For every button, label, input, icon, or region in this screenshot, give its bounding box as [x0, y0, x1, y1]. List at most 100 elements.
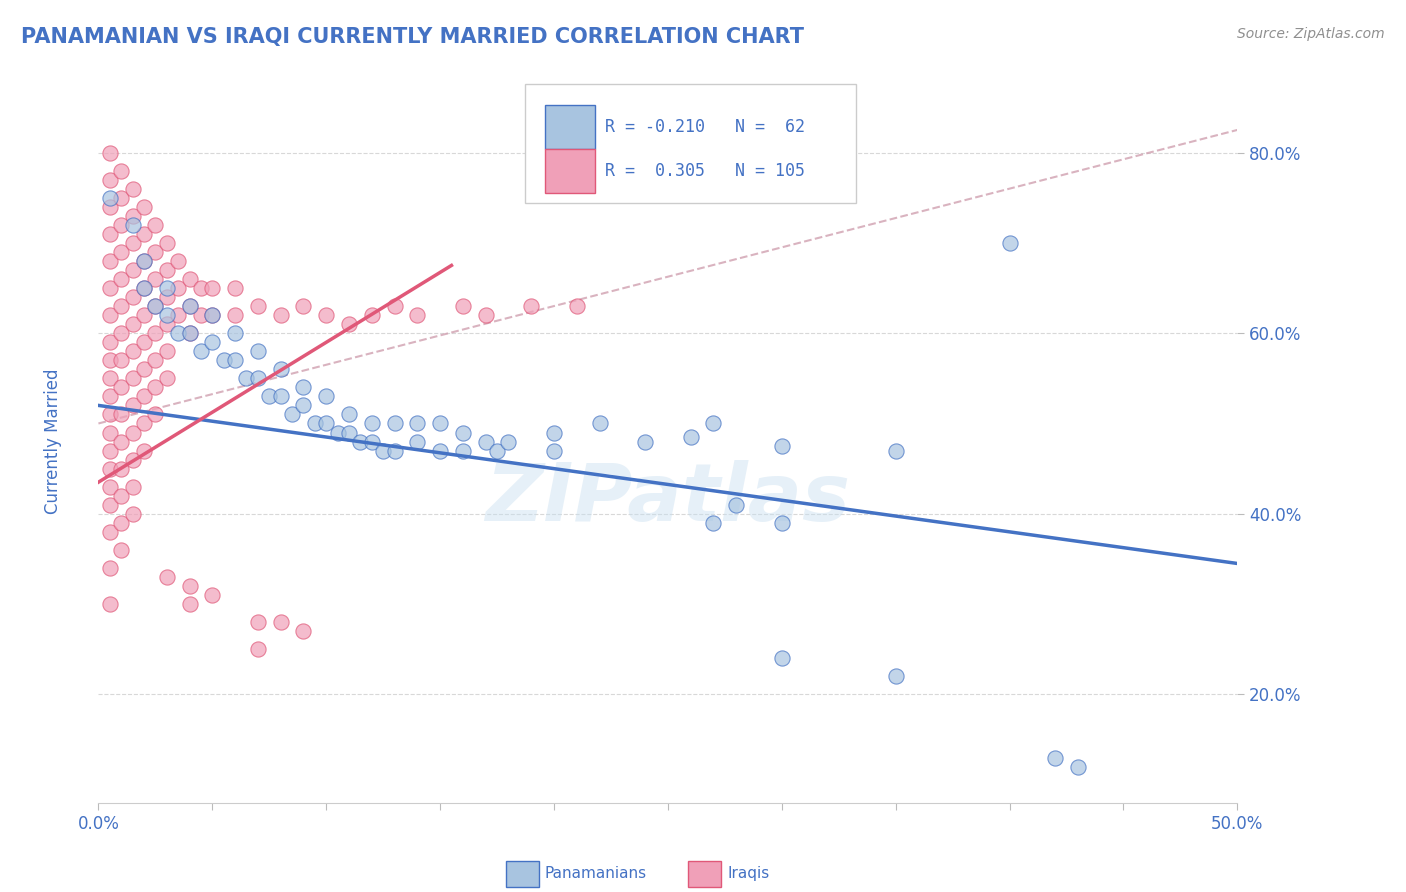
Point [702, 516, 724, 530]
Point [406, 434, 429, 449]
Point [121, 507, 143, 521]
Point [246, 371, 269, 385]
Point [349, 434, 371, 449]
Point [167, 281, 190, 295]
Point [110, 434, 132, 449]
FancyBboxPatch shape [546, 149, 595, 193]
Point [121, 371, 143, 385]
Point [474, 308, 496, 322]
Point [259, 389, 281, 403]
Point [371, 443, 394, 458]
Point [292, 299, 315, 313]
Point [1067, 760, 1090, 774]
Point [156, 371, 179, 385]
Point [145, 272, 167, 286]
Point [224, 308, 246, 322]
Point [451, 425, 474, 440]
Point [98, 425, 121, 440]
Point [121, 398, 143, 412]
Point [98, 200, 121, 214]
Point [110, 461, 132, 475]
Point [132, 253, 155, 268]
Point [132, 389, 155, 403]
Text: R =  0.305   N = 105: R = 0.305 N = 105 [605, 161, 806, 179]
Point [98, 389, 121, 403]
Point [884, 443, 907, 458]
Point [384, 443, 406, 458]
Point [270, 389, 292, 403]
Point [145, 353, 167, 368]
Point [156, 308, 179, 322]
Point [98, 597, 121, 611]
Point [156, 263, 179, 277]
Point [121, 218, 143, 232]
Point [110, 542, 132, 557]
Point [145, 299, 167, 313]
Point [337, 408, 360, 422]
Point [156, 344, 179, 359]
Point [132, 281, 155, 295]
Point [121, 480, 143, 494]
Point [1043, 750, 1066, 764]
Point [121, 209, 143, 223]
Point [543, 443, 565, 458]
Point [179, 299, 201, 313]
Point [201, 308, 224, 322]
Point [132, 281, 155, 295]
Point [110, 326, 132, 341]
Point [110, 218, 132, 232]
Point [315, 417, 337, 431]
Point [179, 272, 201, 286]
Point [110, 299, 132, 313]
Point [110, 516, 132, 530]
Text: Currently Married: Currently Married [44, 368, 62, 515]
Point [98, 308, 121, 322]
Point [360, 308, 382, 322]
Point [770, 516, 793, 530]
Point [884, 669, 907, 683]
Point [326, 425, 349, 440]
Point [121, 290, 143, 304]
Point [384, 299, 406, 313]
Point [212, 353, 235, 368]
Point [998, 235, 1021, 250]
Point [121, 181, 143, 195]
Point [498, 434, 520, 449]
Point [179, 597, 201, 611]
Point [145, 408, 167, 422]
Point [145, 244, 167, 259]
Point [179, 326, 201, 341]
Point [156, 570, 179, 584]
Point [292, 624, 315, 639]
Point [725, 498, 748, 512]
Point [270, 308, 292, 322]
Point [98, 443, 121, 458]
Point [270, 362, 292, 376]
Point [201, 308, 224, 322]
Point [360, 417, 382, 431]
Point [121, 317, 143, 331]
Point [110, 353, 132, 368]
Point [179, 299, 201, 313]
Point [98, 335, 121, 350]
Point [156, 281, 179, 295]
Point [110, 272, 132, 286]
Text: Source: ZipAtlas.com: Source: ZipAtlas.com [1237, 27, 1385, 41]
Point [121, 344, 143, 359]
Point [98, 524, 121, 539]
Point [224, 326, 246, 341]
Point [304, 417, 326, 431]
Text: Iraqis: Iraqis [727, 866, 769, 881]
Point [98, 408, 121, 422]
Point [190, 308, 212, 322]
Point [246, 344, 269, 359]
Text: PANAMANIAN VS IRAQI CURRENTLY MARRIED CORRELATION CHART: PANAMANIAN VS IRAQI CURRENTLY MARRIED CO… [21, 27, 804, 46]
Point [167, 253, 190, 268]
Point [451, 443, 474, 458]
Point [98, 191, 121, 205]
Point [190, 344, 212, 359]
Point [121, 263, 143, 277]
Point [110, 408, 132, 422]
Point [132, 335, 155, 350]
Point [565, 299, 588, 313]
